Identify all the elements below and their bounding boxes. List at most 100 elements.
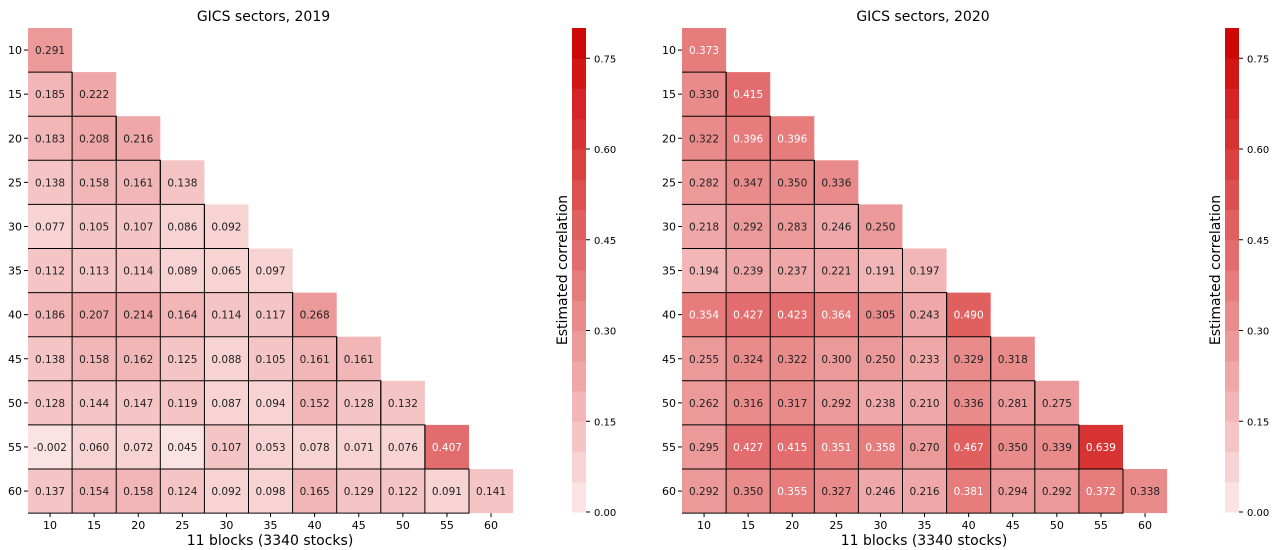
cell-value-label: 0.467 xyxy=(954,442,984,454)
heatmap-cell xyxy=(770,469,815,514)
cell-value-label: 0.427 xyxy=(733,442,763,454)
cell-value-label: 0.210 xyxy=(910,398,940,410)
cell-value-label: 0.222 xyxy=(79,89,109,101)
colorbar-segment xyxy=(572,421,586,452)
heatmap-cell xyxy=(380,424,425,469)
y-tick-label: 10 xyxy=(662,44,676,57)
cells-2019: 0.291 0.185 0.222 0.183 0.208 0.216 0.138 0.158… xyxy=(28,28,514,514)
cell-value-label: -0.002 xyxy=(33,442,67,454)
cell-value-label: 0.300 xyxy=(821,354,851,366)
heatmap-cell xyxy=(946,380,991,425)
heatmap-cell xyxy=(28,248,73,293)
cell-value-label: 0.207 xyxy=(79,310,109,322)
heatmap-cell xyxy=(770,160,815,205)
cell-value-label: 0.117 xyxy=(256,310,286,322)
heatmap-cell xyxy=(902,248,947,293)
colorbar-segment xyxy=(572,330,586,362)
y-ticks-2019: 10 15 20 25 30 35 40 45 50 55 60 xyxy=(8,44,28,498)
colorbar-tick-label: 0.15 xyxy=(1247,417,1269,428)
heatmap-cell xyxy=(858,380,903,425)
heatmap-cell xyxy=(946,336,991,381)
heatmap-cell xyxy=(726,248,771,293)
heatmap-cell xyxy=(116,380,161,425)
cell-value-label: 0.396 xyxy=(733,133,763,145)
heatmap-cell xyxy=(292,292,337,337)
cell-value-label: 0.158 xyxy=(79,177,109,189)
heatmap-cell xyxy=(248,248,293,293)
colorbar-segment xyxy=(1225,118,1239,150)
heatmap-cell xyxy=(814,292,859,337)
heatmap-cell xyxy=(72,469,117,514)
cell-value-label: 0.358 xyxy=(865,442,895,454)
heatmap-cell xyxy=(204,292,249,337)
heatmap-cell xyxy=(682,204,727,249)
cell-value-label: 0.350 xyxy=(998,442,1028,454)
heatmap-cell xyxy=(770,204,815,249)
colorbar-segment xyxy=(1225,330,1239,362)
colorbar-tick-label: 0.00 xyxy=(594,508,616,519)
colorbar-segment xyxy=(572,209,586,241)
heatmap-cell xyxy=(726,469,771,514)
heatmap-cell xyxy=(858,248,903,293)
colorbar-segment xyxy=(1225,28,1239,59)
heatmap-cell xyxy=(1078,424,1123,469)
colorbar-segment xyxy=(1225,391,1239,422)
heatmap-cell xyxy=(990,380,1035,425)
y-tick-label: 55 xyxy=(8,441,22,454)
heatmap-cell xyxy=(682,380,727,425)
cell-value-label: 0.087 xyxy=(211,398,241,410)
cell-value-label: 0.105 xyxy=(256,354,286,366)
chart-title-2020: GICS sectors, 2020 xyxy=(856,9,989,25)
heatmap-cell xyxy=(726,424,771,469)
heatmap-cell xyxy=(682,116,727,161)
cell-value-label: 0.162 xyxy=(123,354,153,366)
heatmap-cell xyxy=(770,424,815,469)
heatmap-cell xyxy=(160,469,205,514)
cell-value-label: 0.423 xyxy=(777,310,807,322)
colorbar-tick-label: 0.45 xyxy=(1247,236,1269,247)
x-tick-label: 55 xyxy=(1094,519,1108,532)
x-tick-label: 45 xyxy=(1006,519,1020,532)
y-tick-label: 50 xyxy=(662,397,676,410)
cell-value-label: 0.246 xyxy=(865,486,895,498)
heatmap-cell xyxy=(160,424,205,469)
colorbar-segment xyxy=(1225,209,1239,241)
cell-value-label: 0.427 xyxy=(733,310,763,322)
y-tick-label: 15 xyxy=(8,88,22,101)
y-tick-label: 45 xyxy=(662,353,676,366)
heatmap-cell xyxy=(116,336,161,381)
cell-value-label: 0.354 xyxy=(689,310,719,322)
heatmap-cell xyxy=(380,469,425,514)
heatmap-cell xyxy=(902,424,947,469)
cell-value-label: 0.132 xyxy=(388,398,418,410)
cell-value-label: 0.086 xyxy=(167,221,197,233)
cell-value-label: 0.324 xyxy=(733,354,763,366)
heatmap-cell xyxy=(204,469,249,514)
cell-value-label: 0.071 xyxy=(344,442,374,454)
colorbar-tick-label: 0.75 xyxy=(1247,54,1269,65)
y-tick-label: 35 xyxy=(8,265,22,278)
heatmap-cell xyxy=(726,204,771,249)
cell-value-label: 0.208 xyxy=(79,133,109,145)
heatmap-cell xyxy=(116,292,161,337)
cell-value-label: 0.350 xyxy=(733,486,763,498)
cell-value-label: 0.185 xyxy=(35,89,65,101)
heatmap-cell xyxy=(248,469,293,514)
heatmap-cell xyxy=(72,292,117,337)
heatmap-cell xyxy=(160,380,205,425)
heatmap-cell xyxy=(336,380,381,425)
cell-value-label: 0.372 xyxy=(1086,486,1116,498)
cell-value-label: 0.161 xyxy=(300,354,330,366)
cell-value-label: 0.381 xyxy=(954,486,984,498)
cell-value-label: 0.122 xyxy=(388,486,418,498)
heatmap-cell xyxy=(336,424,381,469)
cell-value-label: 0.233 xyxy=(910,354,940,366)
heatmap-cell xyxy=(1078,469,1123,514)
x-tick-label: 35 xyxy=(264,519,278,532)
cell-value-label: 0.218 xyxy=(689,221,719,233)
cell-value-label: 0.186 xyxy=(35,310,65,322)
cell-value-label: 0.144 xyxy=(79,398,109,410)
heatmap-cell xyxy=(424,424,469,469)
y-tick-label: 40 xyxy=(662,309,676,322)
